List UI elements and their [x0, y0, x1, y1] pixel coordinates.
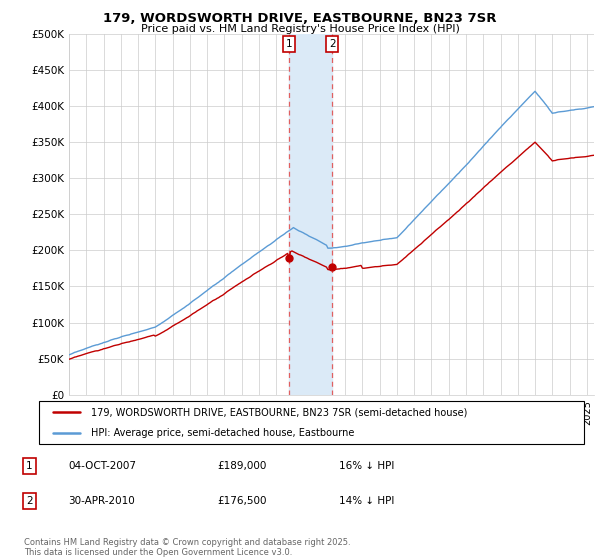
Text: 14% ↓ HPI: 14% ↓ HPI	[338, 496, 394, 506]
Text: 179, WORDSWORTH DRIVE, EASTBOURNE, BN23 7SR: 179, WORDSWORTH DRIVE, EASTBOURNE, BN23 …	[103, 12, 497, 25]
Text: Price paid vs. HM Land Registry's House Price Index (HPI): Price paid vs. HM Land Registry's House …	[140, 24, 460, 34]
Text: 16% ↓ HPI: 16% ↓ HPI	[338, 461, 394, 471]
Text: £176,500: £176,500	[217, 496, 266, 506]
Text: 1: 1	[26, 461, 33, 471]
Text: 30-APR-2010: 30-APR-2010	[68, 496, 135, 506]
Text: HPI: Average price, semi-detached house, Eastbourne: HPI: Average price, semi-detached house,…	[91, 428, 354, 438]
Text: Contains HM Land Registry data © Crown copyright and database right 2025.
This d: Contains HM Land Registry data © Crown c…	[24, 538, 350, 557]
Text: 04-OCT-2007: 04-OCT-2007	[68, 461, 136, 471]
Text: 179, WORDSWORTH DRIVE, EASTBOURNE, BN23 7SR (semi-detached house): 179, WORDSWORTH DRIVE, EASTBOURNE, BN23 …	[91, 407, 467, 417]
Text: 1: 1	[286, 39, 292, 49]
Text: 2: 2	[26, 496, 33, 506]
Text: 2: 2	[329, 39, 335, 49]
FancyBboxPatch shape	[40, 400, 584, 444]
Text: £189,000: £189,000	[217, 461, 266, 471]
Bar	[289, 34, 332, 395]
